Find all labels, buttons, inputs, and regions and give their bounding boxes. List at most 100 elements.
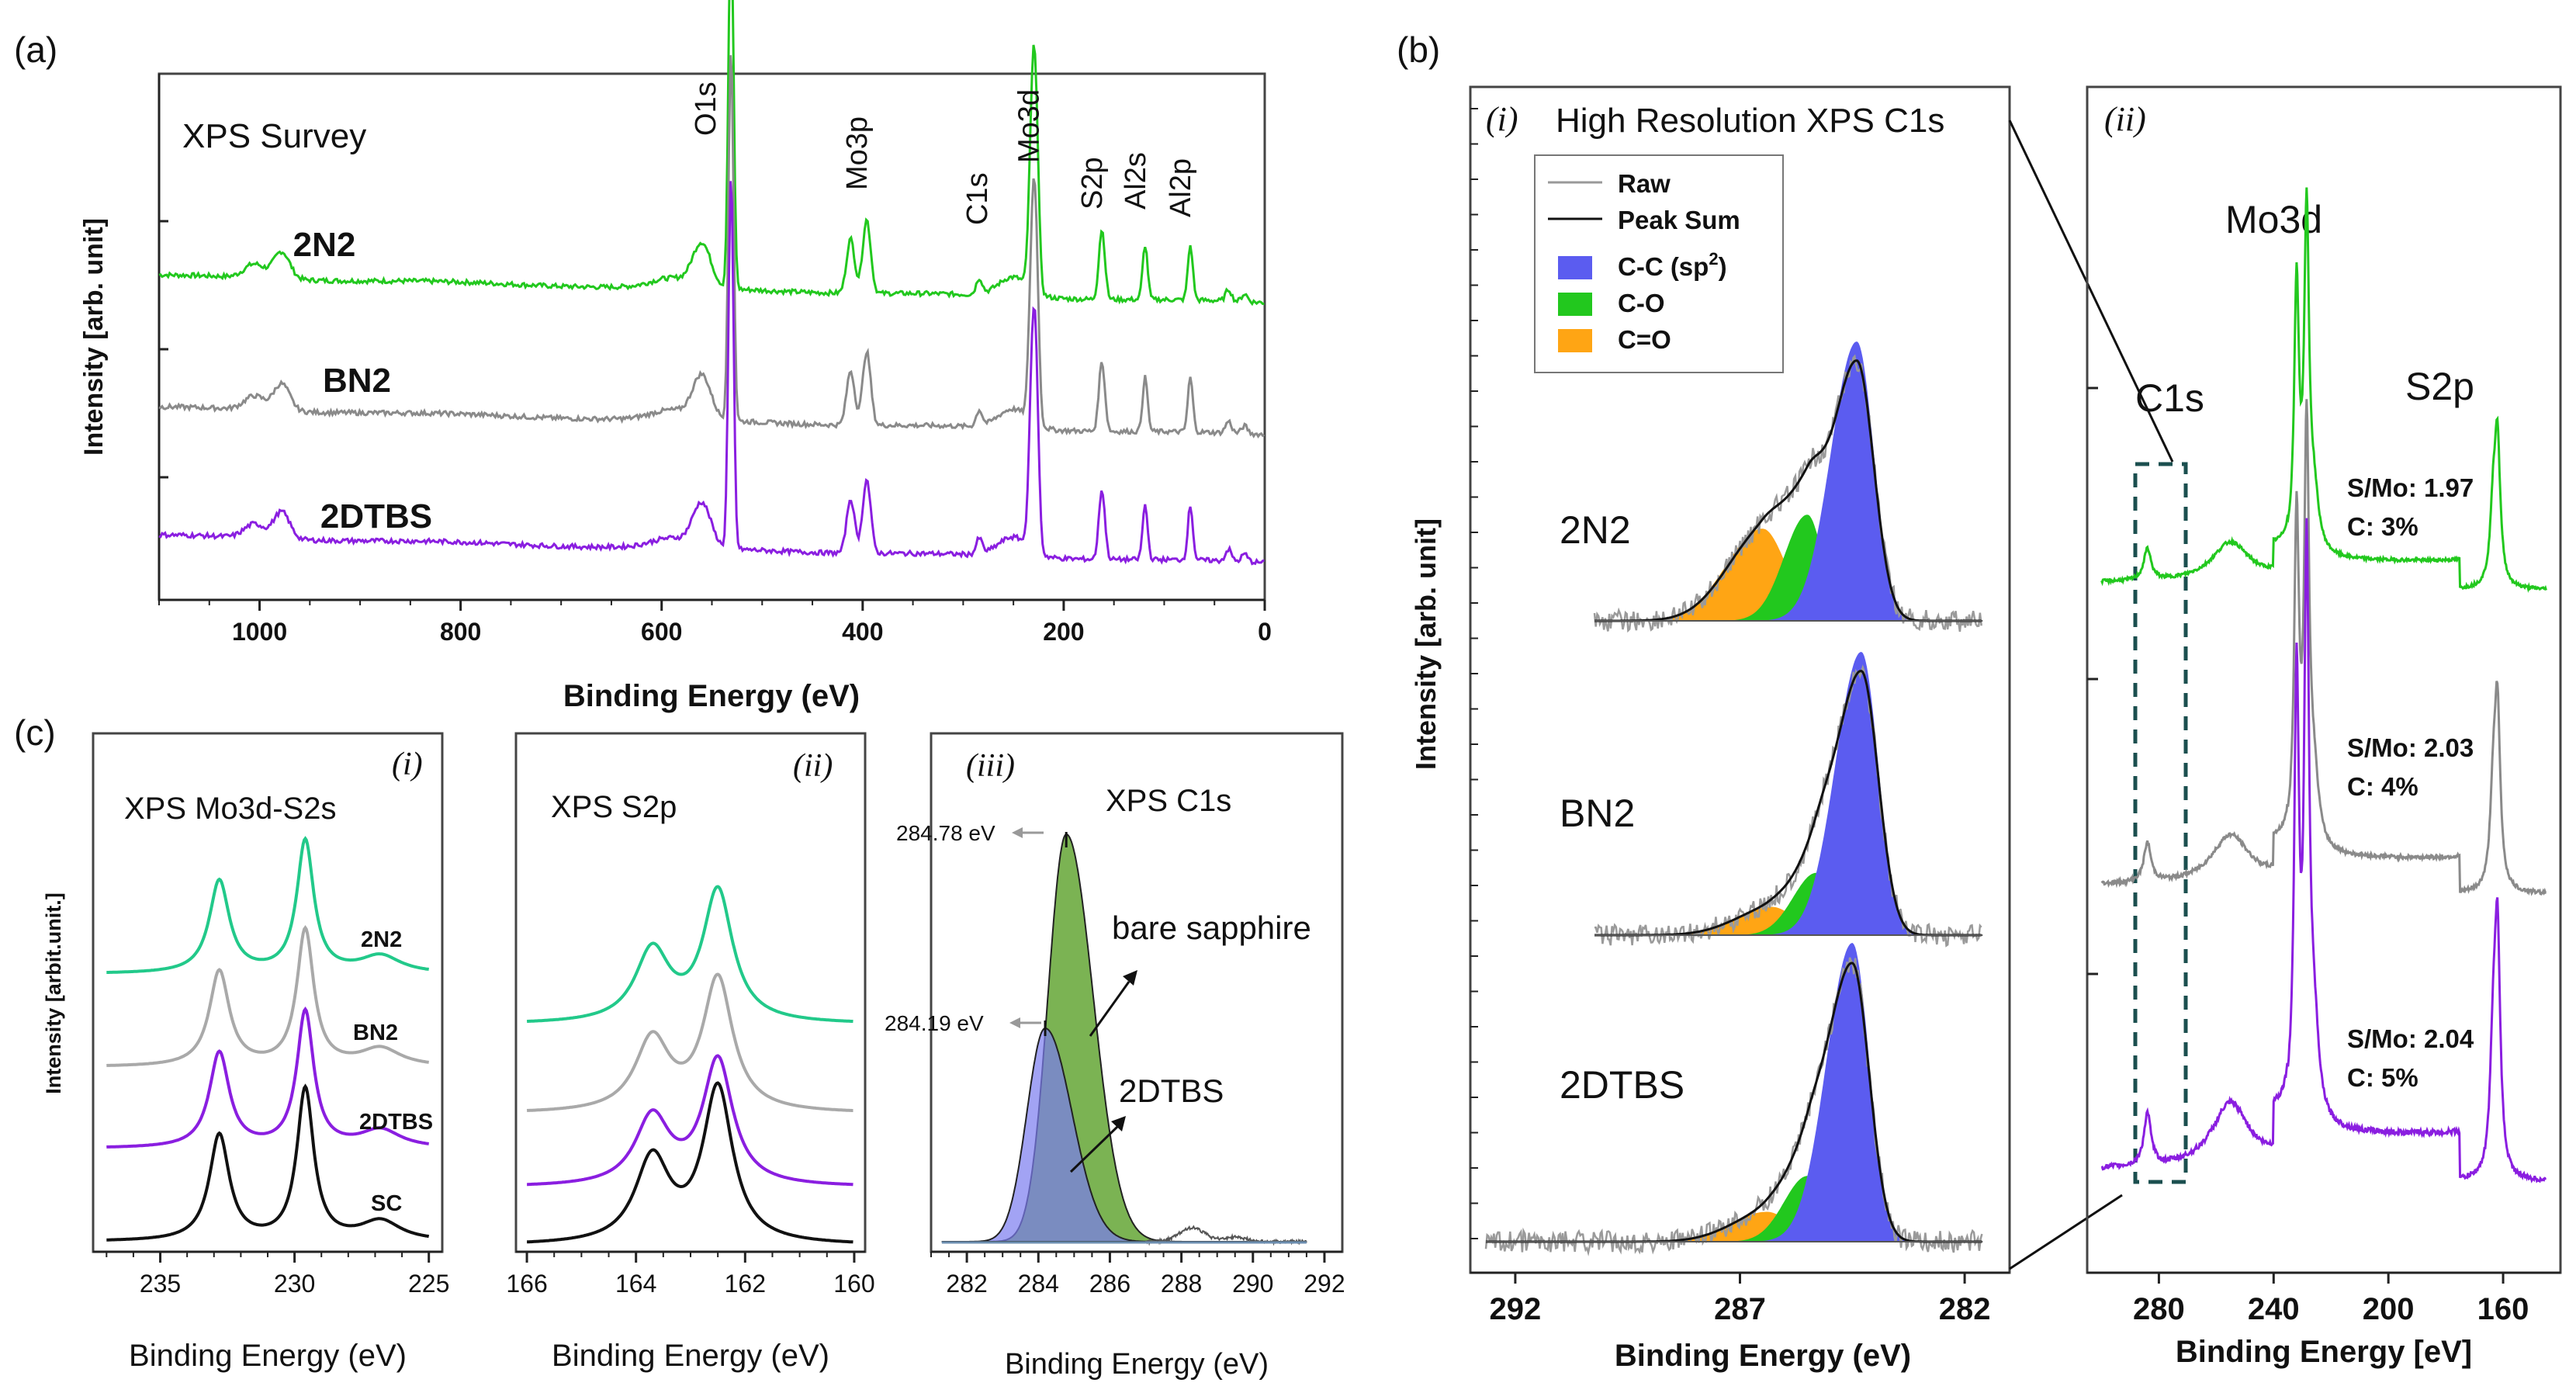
c-iii-title: XPS C1s <box>1106 784 1231 818</box>
legend-co-swatch <box>1558 293 1592 316</box>
x-tick-label: 225 <box>408 1270 449 1298</box>
x-tick-label: 282 <box>1939 1292 1991 1326</box>
legend-co: C-O <box>1618 289 1665 317</box>
x-tick-label: 200 <box>2363 1292 2415 1326</box>
x-tick-label: 287 <box>1714 1292 1766 1326</box>
c-iii-peak-sapphire <box>941 833 1307 1242</box>
panel-label-c: (c) <box>14 712 56 753</box>
c-i-series-2DTBS <box>106 1007 429 1149</box>
annot-2dtbs: 2DTBS <box>1119 1073 1224 1109</box>
b-ii-carbon-BN2: C: 4% <box>2347 772 2418 801</box>
x-tick-label: 292 <box>1304 1270 1345 1298</box>
c-i-label-2N2: 2N2 <box>361 927 402 952</box>
x-tick-label: 166 <box>506 1270 547 1298</box>
a-series-2N2 <box>158 0 1265 307</box>
c-i-series-BN2 <box>106 925 429 1067</box>
b-i-label-2DTBS: 2DTBS <box>1560 1063 1684 1107</box>
x-tick-label: 290 <box>1232 1270 1273 1298</box>
x-tick-label: 235 <box>140 1270 181 1298</box>
panel-a: 1000 800 600 400 200 0 XPS Survey Binding Ene… <box>79 0 1272 713</box>
c-ii-series-2DTBS <box>527 1054 853 1187</box>
legend-cc-swatch <box>1558 256 1592 279</box>
a-peak-label-Al2s: Al2s <box>1120 152 1152 210</box>
b-i-roman: (i) <box>1486 100 1518 138</box>
x-tick-label: 240 <box>2248 1292 2300 1326</box>
c-i-series-SC <box>106 1083 430 1242</box>
b-ii-series-BN2 <box>2100 399 2547 896</box>
b-ii-ratio-2N2: S/Mo: 1.97 <box>2347 473 2474 502</box>
c-i-label-SC: SC <box>371 1191 402 1216</box>
c-i-label-BN2: BN2 <box>353 1021 398 1045</box>
a-peak-label-Mo3d: Mo3d <box>1013 89 1045 163</box>
legend-ceo: C=O <box>1618 325 1671 354</box>
annot-peak1-arrow <box>1012 827 1023 838</box>
b-ii-ratio-2DTBS: S/Mo: 2.04 <box>2347 1024 2474 1053</box>
annot-peak2: 284.19 eV <box>885 1011 984 1035</box>
c-iii-tail <box>1144 1225 1307 1246</box>
legend-peaksum: Peak Sum <box>1618 206 1740 234</box>
b-ii-roman: (ii) <box>2104 100 2146 138</box>
x-tick-label: 286 <box>1089 1270 1130 1298</box>
a-xlabel: Binding Energy (eV) <box>563 679 860 713</box>
annot-sapphire: bare sapphire <box>1112 910 1311 946</box>
c-i-title: XPS Mo3d-S2s <box>124 792 336 826</box>
a-ylabel: Intensity [arb. unit] <box>79 218 109 456</box>
a-label-BN2: BN2 <box>323 362 391 400</box>
legend-raw: Raw <box>1618 169 1671 198</box>
c-ii-series-SC <box>527 1081 853 1244</box>
a-peak-label-O1s: O1s <box>690 81 722 136</box>
x-tick-label: 284 <box>1018 1270 1059 1298</box>
c-iii-roman: (iii) <box>966 748 1015 784</box>
annot-sapphire-arrow <box>1123 970 1137 986</box>
a-label-2DTBS: 2DTBS <box>320 497 432 535</box>
b-i-ylabel: Intensity [arb. unit] <box>1410 518 1442 770</box>
a-series-2DTBS <box>158 181 1265 566</box>
c-ii-series-BN2 <box>526 972 853 1112</box>
panel-label-b: (b) <box>1397 29 1440 70</box>
c-iii-annotations: 284.78 eV 284.19 eV bare sapphire 2DTBS <box>885 821 1311 1173</box>
x-tick-label: 164 <box>615 1270 656 1298</box>
panel-c-ii: 166 164 162 160 (ii) XPS S2p Binding Energy… <box>506 732 875 1373</box>
c-ii-series-2N2 <box>526 885 853 1024</box>
x-tick-label: 1000 <box>232 618 287 646</box>
legend-cc: C-C (sp2) <box>1618 249 1727 281</box>
b-i-label-2N2: 2N2 <box>1560 508 1631 552</box>
x-tick-label: 0 <box>1258 618 1272 646</box>
b-ii-s2p: S2p <box>2405 365 2474 408</box>
b-i-component-BN2 <box>1594 872 1983 935</box>
b-ii-series-2N2 <box>2100 187 2547 594</box>
b-i-component-2DTBS <box>1486 943 1983 1242</box>
b-i-title: High Resolution XPS C1s <box>1556 102 1944 140</box>
b-ii-carbon-2N2: C: 3% <box>2347 512 2418 541</box>
b-i-xlabel: Binding Energy (eV) <box>1615 1339 1911 1373</box>
x-tick-label: 200 <box>1043 618 1084 646</box>
panel-c-i: 235 230 225 (i) XPS Mo3d-S2s Binding Energ… <box>42 732 449 1373</box>
x-tick-label: 280 <box>2133 1292 2185 1326</box>
b-i-component-2DTBS <box>1486 1211 1983 1242</box>
b-i-component-BN2 <box>1594 652 1983 935</box>
annot-sapphire-line <box>1089 981 1130 1037</box>
a-peak-label-S2p: S2p <box>1076 157 1109 210</box>
b-i-peaksum-BN2 <box>1594 670 1982 937</box>
x-tick-label: 160 <box>833 1270 874 1298</box>
x-tick-label: 288 <box>1161 1270 1202 1298</box>
b-ii-series-2DTBS <box>2100 518 2547 1183</box>
x-tick-label: 292 <box>1490 1292 1542 1326</box>
c-i-label-2DTBS: 2DTBS <box>359 1110 433 1135</box>
a-title: XPS Survey <box>182 117 366 155</box>
b-i-component-2N2 <box>1594 515 1983 621</box>
x-tick-label: 600 <box>641 618 682 646</box>
a-series-BN2 <box>158 55 1265 439</box>
x-tick-label: 400 <box>842 618 883 646</box>
b-i-raw-BN2 <box>1594 664 1982 948</box>
a-peak-label-Mo3p: Mo3p <box>841 116 874 190</box>
c-i-roman: (i) <box>392 747 423 782</box>
x-tick-label: 282 <box>946 1270 987 1298</box>
a-peak-label-C1s: C1s <box>961 172 994 225</box>
annot-peak2-arrow <box>1009 1017 1020 1028</box>
b-i-raw-2DTBS <box>1484 957 1983 1256</box>
x-tick-label: 162 <box>725 1270 766 1298</box>
c-ii-xlabel: Binding Energy (eV) <box>552 1339 829 1373</box>
b-ii-carbon-2DTBS: C: 5% <box>2347 1063 2418 1092</box>
